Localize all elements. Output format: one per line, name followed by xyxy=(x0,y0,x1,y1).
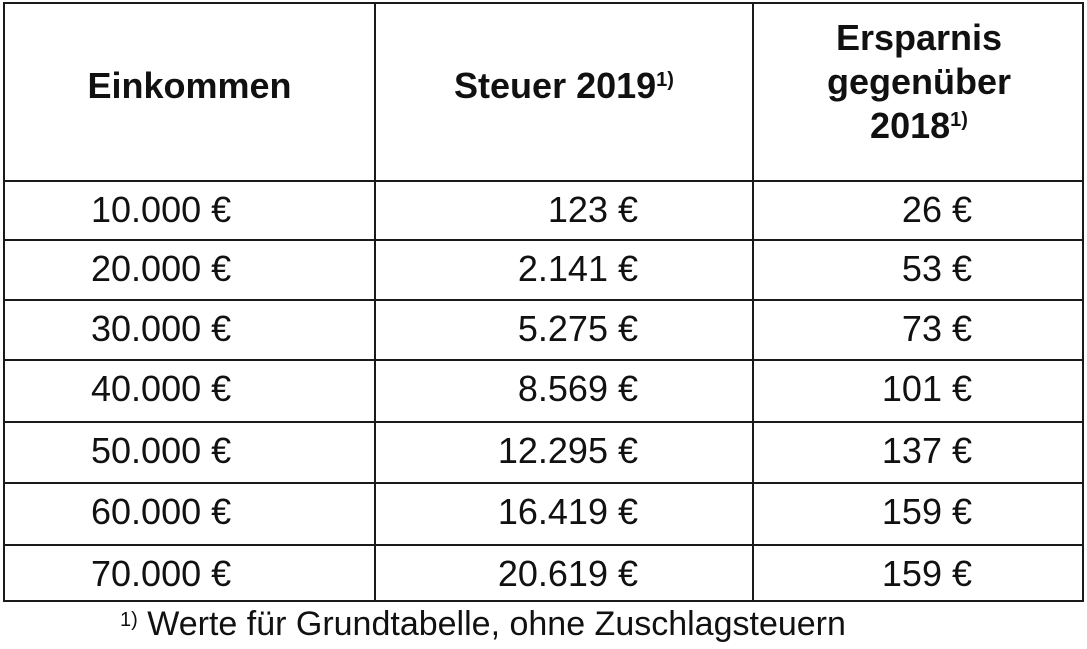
row-divider xyxy=(5,180,1082,182)
row-divider xyxy=(5,482,1082,484)
footnote-marker: 1) xyxy=(120,609,138,631)
tax-table: Einkommen Steuer 20191) Ersparnis gegenü… xyxy=(3,2,1084,602)
header-savings: Ersparnis gegenüber 20181) xyxy=(754,16,1084,148)
savings-cell: 137 € xyxy=(881,430,972,471)
header-savings-footnote-marker: 1) xyxy=(950,109,968,131)
row-divider xyxy=(5,544,1082,546)
income-cell: 40.000 € xyxy=(91,368,232,409)
tax-cell: 12.295 € xyxy=(497,430,638,471)
row-divider xyxy=(5,421,1082,423)
header-savings-line1: Ersparnis xyxy=(835,17,1003,58)
savings-cell: 101 € xyxy=(881,368,972,409)
savings-cell: 73 € xyxy=(901,308,972,349)
column-divider xyxy=(374,4,376,600)
header-savings-line3: 2018 xyxy=(870,105,951,146)
income-cell: 60.000 € xyxy=(91,491,232,532)
table-footnote: 1) Werte für Grundtabelle, ohne Zuschlag… xyxy=(120,604,846,644)
header-income: Einkommen xyxy=(5,64,374,108)
savings-cell: 26 € xyxy=(901,189,972,230)
row-divider xyxy=(5,299,1082,301)
header-tax-label: Steuer 2019 xyxy=(454,65,657,106)
income-cell: 30.000 € xyxy=(91,308,232,349)
savings-cell: 159 € xyxy=(881,491,972,532)
income-cell: 10.000 € xyxy=(91,189,232,230)
row-divider xyxy=(5,359,1082,361)
row-divider xyxy=(5,239,1082,241)
tax-cell: 2.141 € xyxy=(517,248,638,289)
header-tax-footnote-marker: 1) xyxy=(656,69,674,91)
savings-cell: 159 € xyxy=(881,553,972,594)
tax-cell: 5.275 € xyxy=(517,308,638,349)
tax-cell: 123 € xyxy=(547,189,638,230)
footnote-text: Werte für Grundtabelle, ohne Zuschlagste… xyxy=(147,605,846,643)
income-cell: 70.000 € xyxy=(91,553,232,594)
header-tax-2019: Steuer 20191) xyxy=(376,64,752,108)
tax-cell: 20.619 € xyxy=(497,553,638,594)
income-cell: 20.000 € xyxy=(91,248,232,289)
income-cell: 50.000 € xyxy=(91,430,232,471)
tax-cell: 16.419 € xyxy=(497,491,638,532)
header-income-label: Einkommen xyxy=(87,65,292,106)
tax-cell: 8.569 € xyxy=(517,368,638,409)
header-savings-line2: gegenüber xyxy=(826,61,1012,102)
savings-cell: 53 € xyxy=(901,248,972,289)
column-divider xyxy=(752,4,754,600)
